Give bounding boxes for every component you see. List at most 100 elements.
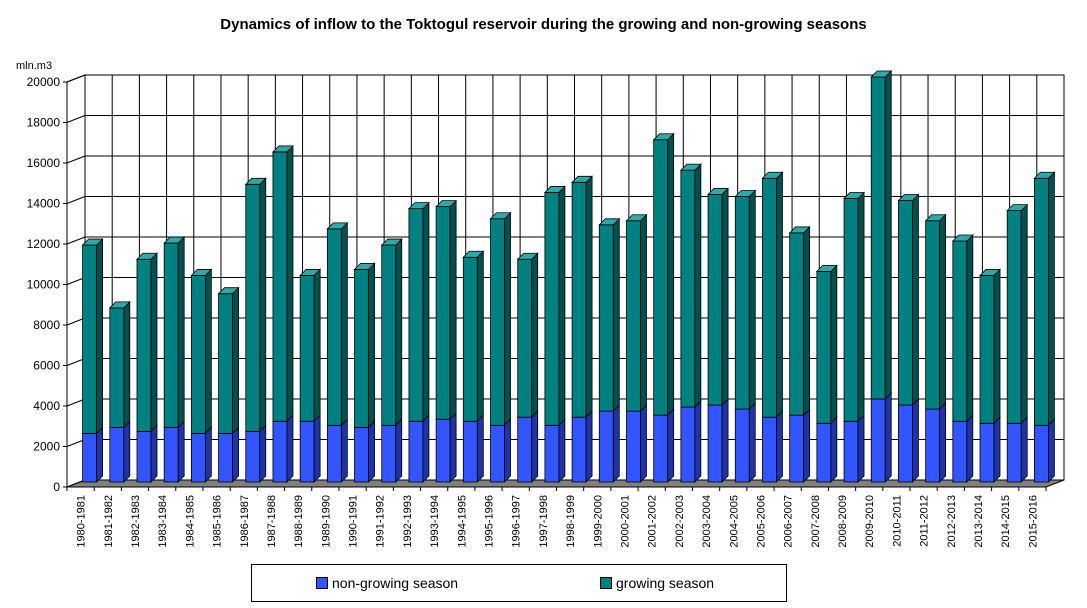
bar-non-growing-side: [884, 392, 892, 483]
bar-growing-top: [163, 236, 186, 244]
y-tick-label: 6000: [33, 359, 60, 373]
bar-growing-front: [354, 268, 369, 428]
bar-non-growing-side: [776, 410, 783, 483]
bar-growing-side: [368, 262, 375, 429]
bar-growing-side: [776, 171, 783, 419]
bar-growing-top: [924, 214, 947, 222]
gridline-side: [66, 236, 86, 245]
bar-non-growing-side: [313, 414, 321, 483]
gridline-side: [66, 398, 86, 407]
bar-non-growing-side: [476, 414, 484, 483]
x-tick-label: 2002-2003: [674, 495, 686, 548]
bar-non-growing-side: [531, 410, 539, 483]
bar-growing-front: [898, 200, 913, 406]
bar-non-growing-front: [136, 430, 152, 483]
bar-growing-top: [516, 252, 539, 260]
bar-growing-side: [640, 213, 647, 413]
legend-swatch-growing: [600, 577, 612, 589]
bar-non-growing-side: [422, 414, 430, 483]
bar-non-growing-front: [544, 424, 560, 483]
bar-non-growing-front: [245, 430, 261, 483]
bar-growing-front: [979, 275, 995, 424]
bar-non-growing-front: [734, 408, 750, 483]
bar-growing-side: [531, 252, 539, 419]
y-tick-label: 8000: [33, 318, 60, 332]
bar-growing-side: [422, 201, 430, 423]
bar-non-growing-side: [96, 426, 103, 483]
bar-growing-top: [271, 145, 294, 153]
bar-growing-top: [543, 186, 566, 193]
bar-non-growing-side: [177, 420, 185, 483]
bar-growing-side: [1048, 171, 1055, 427]
bar-growing-top: [190, 269, 213, 276]
bar-growing-front: [789, 232, 805, 416]
bar-growing-front: [490, 218, 505, 426]
x-tick-label: 2012-2013: [946, 495, 958, 548]
x-tick-label: 2004-2005: [728, 495, 740, 548]
bar-growing-top: [625, 214, 648, 222]
bar-growing-front: [326, 228, 342, 426]
bar-growing-side: [857, 191, 865, 423]
x-tick-label: 1994-1995: [456, 495, 468, 548]
x-tick-label: 2007-2008: [810, 495, 822, 548]
bar-growing-top: [326, 222, 349, 230]
bar-non-growing-side: [204, 426, 212, 483]
bar-growing-top: [707, 188, 730, 195]
bar-growing-front: [680, 169, 696, 408]
bar-growing-top: [951, 234, 974, 242]
bar-growing-top: [1006, 204, 1029, 212]
x-tick-label: 2008-2009: [837, 495, 849, 548]
x-tick-label: 1995-1996: [484, 495, 496, 548]
bar-growing-top: [380, 238, 403, 246]
bar-growing-side: [585, 175, 593, 419]
bar-growing-side: [449, 199, 457, 421]
x-tick-label: 1981-1982: [103, 495, 115, 548]
bar-non-growing-front: [653, 414, 669, 483]
bar-growing-front: [734, 196, 750, 410]
x-tick-label: 1983-1984: [157, 495, 169, 548]
bar-non-growing-side: [449, 412, 457, 483]
bar-non-growing-side: [966, 414, 974, 483]
bar-growing-front: [435, 206, 451, 420]
bar-growing-top: [815, 264, 838, 272]
x-tick-label: 2001-2002: [647, 495, 659, 548]
floor: [66, 479, 1065, 488]
y-axis-label: mln.m3: [16, 60, 53, 72]
bar-growing-front: [82, 244, 97, 434]
gridline-side: [66, 317, 86, 326]
legend-item-non-growing: non-growing season: [316, 575, 458, 591]
x-tick-label: 2005-2006: [755, 495, 767, 548]
bar-non-growing-front: [843, 420, 859, 483]
bar-growing-side: [313, 268, 321, 423]
bar-non-growing-side: [259, 424, 267, 483]
y-tick-label: 16000: [27, 156, 61, 170]
bar-growing-front: [925, 220, 941, 410]
bar-non-growing-front: [190, 432, 206, 483]
bar-non-growing-front: [326, 424, 342, 483]
chart-plot: 0 2000 4000 6000 8000 10000 12000 14000 16000 180…: [27, 70, 1065, 548]
bar-growing-top: [462, 250, 485, 258]
bar-growing-top: [870, 70, 893, 78]
gridline-side: [66, 439, 86, 447]
bar-growing-side: [721, 187, 729, 407]
x-tick-label: 2009-2010: [864, 495, 876, 548]
bar-non-growing-side: [123, 420, 131, 483]
bar-non-growing-side: [830, 416, 838, 483]
bar-growing-front: [109, 307, 125, 428]
y-tick-label: 10000: [27, 278, 61, 292]
bar-growing-top: [81, 238, 104, 246]
bar-growing-front: [626, 220, 641, 412]
bar-growing-front: [571, 181, 587, 418]
bar-growing-front: [163, 242, 179, 428]
x-tick-label: 1990-1991: [348, 495, 360, 548]
x-tick-label: 2015-2016: [1027, 495, 1039, 548]
x-tick-label: 1980-1981: [76, 495, 88, 548]
bar-non-growing-side: [939, 402, 947, 483]
bar-non-growing-front: [680, 406, 696, 483]
bar-non-growing-side: [721, 398, 729, 483]
x-tick-label: 1984-1985: [184, 495, 196, 548]
bar-growing-side: [340, 221, 348, 427]
bar-growing-top: [652, 133, 675, 141]
bar-non-growing-side: [1048, 418, 1055, 483]
bar-non-growing-front: [925, 408, 941, 483]
